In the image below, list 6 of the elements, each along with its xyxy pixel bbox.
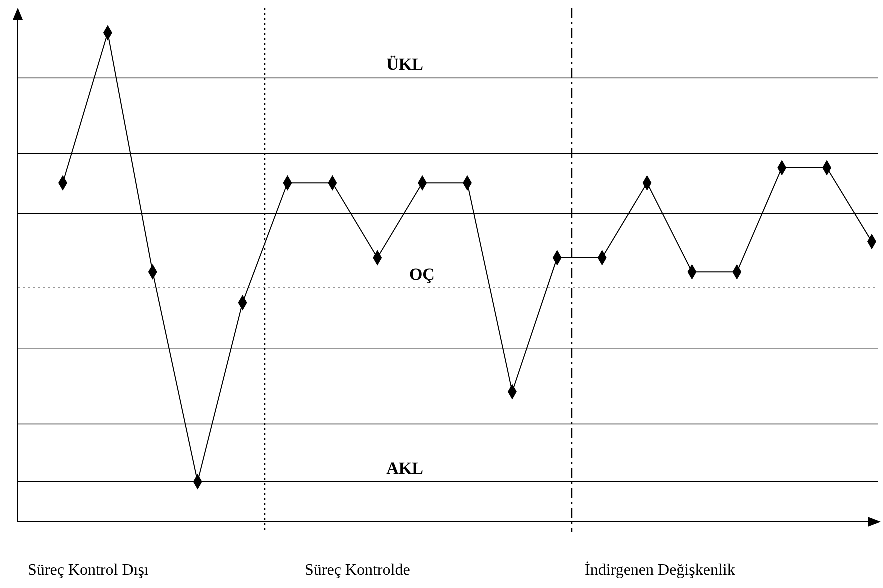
ref-line-label: OÇ [409, 264, 435, 284]
text: Süreç Kontrol Dışı [28, 562, 150, 579]
ref-line-label: AKL [386, 458, 424, 478]
text: Süreç Kontrolde [305, 562, 410, 579]
text: İndirgenen Değişkenlik [585, 561, 736, 579]
ref-line-label: ÜKL [386, 54, 424, 74]
